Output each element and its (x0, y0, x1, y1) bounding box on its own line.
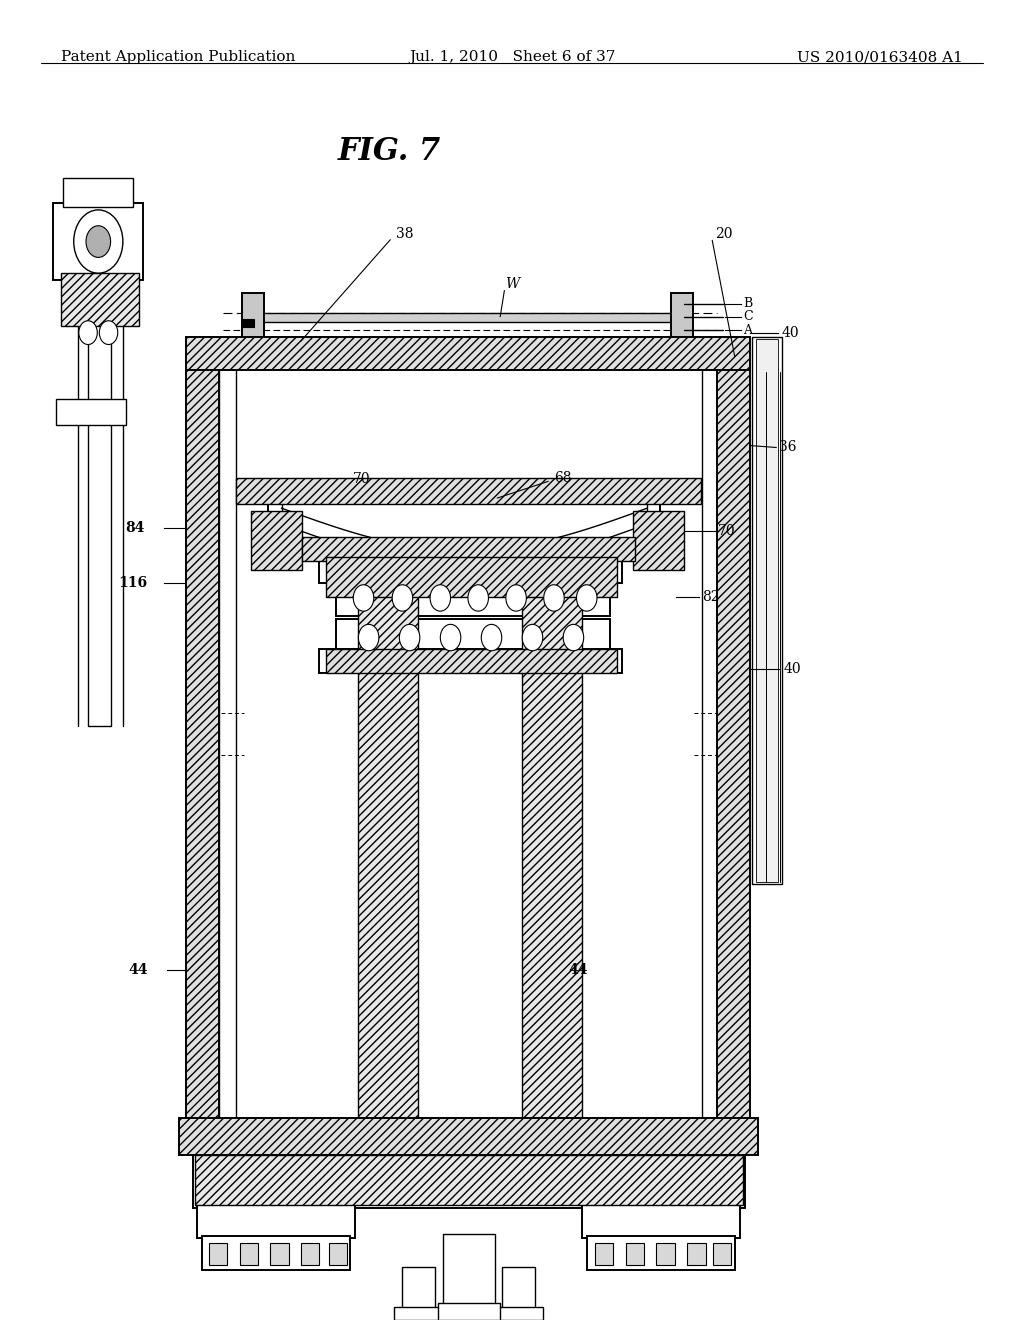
Circle shape (353, 585, 374, 611)
Bar (219, 367, 236, 1146)
Circle shape (544, 585, 564, 611)
Circle shape (86, 226, 111, 257)
Bar (626, 1243, 644, 1265)
Bar (63, 178, 133, 207)
Bar (402, 1267, 435, 1313)
Bar (251, 511, 302, 570)
Bar (193, 1152, 745, 1208)
Text: 36: 36 (779, 441, 797, 454)
Text: FIG. 7: FIG. 7 (338, 136, 440, 168)
Text: 70: 70 (718, 524, 735, 537)
Bar (236, 478, 701, 504)
Text: A: A (743, 323, 753, 337)
Bar (202, 1236, 350, 1270)
Text: 38: 38 (396, 227, 414, 240)
Circle shape (506, 585, 526, 611)
Text: 44: 44 (568, 964, 588, 977)
Circle shape (392, 585, 413, 611)
Text: C: C (743, 310, 753, 323)
Bar (254, 313, 679, 322)
Text: 40: 40 (781, 326, 799, 339)
Bar (319, 649, 622, 673)
Text: 40: 40 (783, 663, 801, 676)
Text: 70: 70 (353, 473, 371, 486)
Bar (209, 1243, 227, 1265)
Bar (522, 570, 582, 1125)
Text: 68: 68 (554, 471, 571, 484)
Bar (186, 337, 750, 370)
Circle shape (481, 624, 502, 651)
Text: 20: 20 (715, 227, 732, 240)
Bar (326, 557, 617, 597)
Circle shape (468, 585, 488, 611)
Bar (438, 1303, 500, 1320)
Bar (329, 1243, 347, 1265)
Circle shape (358, 624, 379, 651)
Bar (88, 323, 111, 726)
Text: Patent Application Publication: Patent Application Publication (61, 50, 296, 65)
Text: US 2010/0163408 A1: US 2010/0163408 A1 (797, 50, 963, 65)
Bar (186, 363, 219, 1148)
Bar (582, 1201, 740, 1238)
Bar (633, 511, 684, 570)
Bar (394, 1307, 443, 1320)
Circle shape (399, 624, 420, 651)
Circle shape (430, 585, 451, 611)
Bar (494, 1307, 543, 1320)
Circle shape (99, 321, 118, 345)
Bar (242, 319, 254, 327)
Bar (193, 356, 213, 601)
Circle shape (440, 624, 461, 651)
Circle shape (74, 210, 123, 273)
Bar (656, 1243, 675, 1265)
Bar (502, 1267, 535, 1313)
Circle shape (522, 624, 543, 651)
Bar (756, 339, 778, 882)
Bar (702, 367, 719, 1146)
Bar (713, 1243, 731, 1265)
Bar (336, 579, 610, 616)
Bar (671, 293, 693, 356)
Text: 84: 84 (125, 521, 144, 535)
Bar (319, 552, 622, 583)
Bar (242, 293, 264, 356)
Circle shape (79, 321, 97, 345)
Text: 116: 116 (118, 577, 146, 590)
Bar (301, 1243, 319, 1265)
Bar (53, 203, 143, 280)
Circle shape (563, 624, 584, 651)
Bar (326, 649, 617, 673)
Bar (195, 1155, 743, 1205)
Bar (717, 363, 750, 1148)
Bar (61, 273, 139, 326)
Bar (186, 1119, 750, 1152)
Text: W: W (505, 277, 519, 290)
Bar (179, 1118, 758, 1155)
Bar (240, 1243, 258, 1265)
Bar (197, 1201, 355, 1238)
Bar (302, 537, 635, 561)
Bar (358, 570, 418, 1125)
Bar (752, 337, 782, 884)
Text: B: B (743, 297, 753, 310)
Bar (687, 1243, 706, 1265)
Bar (270, 1243, 289, 1265)
Text: Jul. 1, 2010   Sheet 6 of 37: Jul. 1, 2010 Sheet 6 of 37 (409, 50, 615, 65)
Circle shape (577, 585, 597, 611)
Bar (56, 399, 126, 425)
Bar (587, 1236, 735, 1270)
Bar (336, 619, 610, 656)
Text: 82: 82 (702, 590, 720, 603)
Bar (595, 1243, 613, 1265)
Bar (443, 1234, 495, 1307)
Text: 44: 44 (128, 964, 147, 977)
